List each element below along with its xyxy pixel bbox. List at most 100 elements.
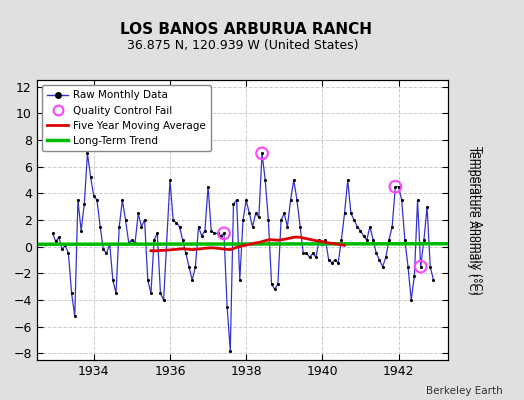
Point (290, 177, 298, 183)
Point (213, 230, 222, 236)
Point (258, 150, 266, 156)
Point (248, 224, 257, 230)
Point (401, 237, 409, 243)
Point (331, 257, 339, 263)
Point (58, 246, 66, 252)
Point (321, 237, 330, 243)
Point (429, 277, 438, 283)
Point (328, 260, 336, 266)
Point (344, 177, 352, 183)
Point (245, 210, 254, 216)
Point (54, 234, 63, 240)
Point (233, 197, 241, 203)
Point (356, 228, 365, 234)
Point (404, 264, 412, 270)
Point (226, 348, 234, 354)
Point (347, 210, 355, 216)
Point (315, 237, 323, 243)
Point (194, 224, 203, 230)
Point (80, 201, 89, 207)
Point (99, 246, 107, 252)
Point (359, 233, 368, 239)
Point (350, 217, 358, 223)
Point (242, 197, 250, 203)
Point (77, 228, 85, 234)
Point (96, 224, 104, 230)
Point (204, 184, 212, 190)
Point (179, 237, 187, 243)
Point (283, 224, 291, 230)
Point (363, 237, 371, 243)
Point (147, 290, 155, 296)
Point (366, 224, 374, 230)
Point (337, 237, 345, 243)
Point (395, 184, 403, 190)
Point (270, 286, 279, 292)
Point (210, 230, 219, 236)
Point (426, 264, 434, 270)
Point (324, 257, 333, 263)
Y-axis label: Temperature Anomaly (°C): Temperature Anomaly (°C) (467, 146, 477, 294)
Point (372, 250, 380, 256)
Point (334, 260, 342, 266)
Point (153, 230, 161, 236)
Legend: Raw Monthly Data, Quality Control Fail, Five Year Moving Average, Long-Term Tren: Raw Monthly Data, Quality Control Fail, … (42, 85, 211, 151)
Point (407, 297, 416, 303)
Point (287, 197, 295, 203)
Point (391, 184, 399, 190)
Point (261, 177, 269, 183)
Point (201, 228, 209, 234)
Point (150, 237, 158, 243)
Point (252, 210, 260, 216)
Point (68, 290, 76, 296)
Point (309, 250, 317, 256)
Point (391, 184, 399, 190)
Point (90, 193, 98, 199)
Point (258, 150, 266, 156)
Point (302, 250, 311, 256)
Point (388, 224, 396, 230)
Point (375, 257, 384, 263)
Point (236, 277, 244, 283)
Point (220, 230, 228, 236)
Point (207, 228, 215, 234)
Point (93, 197, 101, 203)
Y-axis label: Temperature Anomaly (°C): Temperature Anomaly (°C) (472, 146, 482, 294)
Point (267, 281, 276, 287)
Point (140, 217, 149, 223)
Point (305, 254, 314, 260)
Point (312, 254, 320, 260)
Point (198, 233, 206, 239)
Point (255, 214, 263, 220)
Point (188, 277, 196, 283)
Title: 36.875 N, 120.939 W (United States): 36.875 N, 120.939 W (United States) (127, 40, 358, 52)
Point (223, 304, 231, 310)
Point (122, 217, 130, 223)
Point (83, 150, 92, 156)
Point (216, 233, 225, 239)
Point (105, 241, 114, 247)
Point (71, 313, 79, 319)
Point (381, 254, 390, 260)
Point (134, 210, 143, 216)
Point (398, 197, 406, 203)
Point (61, 242, 70, 248)
Point (115, 224, 124, 230)
Point (220, 230, 228, 236)
Point (74, 197, 82, 203)
Point (277, 217, 285, 223)
Point (185, 264, 193, 270)
Point (280, 210, 288, 216)
Point (51, 238, 60, 244)
Point (191, 264, 200, 270)
Point (118, 197, 127, 203)
Point (172, 220, 181, 226)
Point (417, 264, 425, 270)
Text: Berkeley Earth: Berkeley Earth (427, 386, 503, 396)
Point (423, 204, 431, 210)
Point (264, 217, 272, 223)
Point (417, 264, 425, 270)
Point (274, 281, 282, 287)
Point (166, 177, 174, 183)
Point (176, 224, 184, 230)
